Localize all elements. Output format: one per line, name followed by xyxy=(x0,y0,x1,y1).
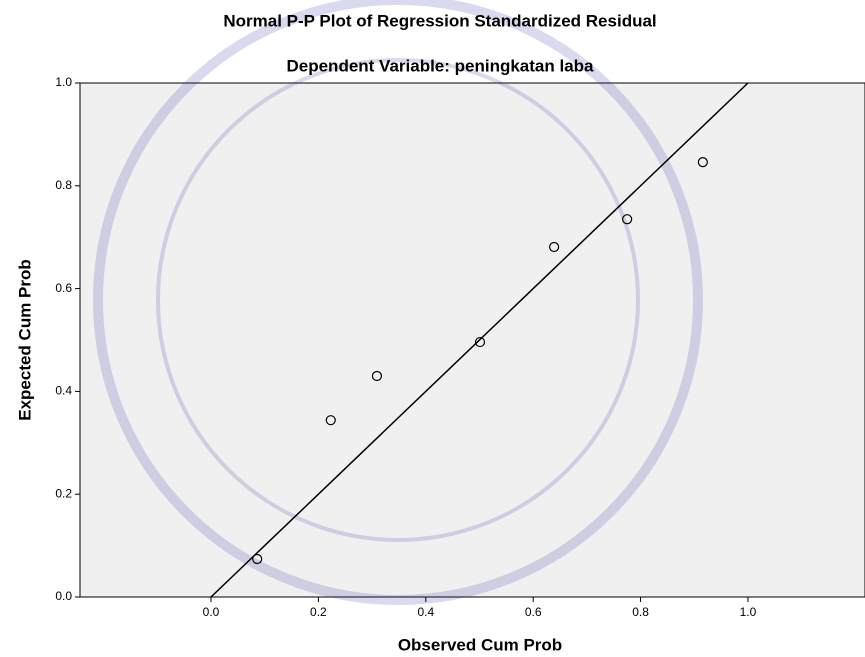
y-tick-label: 0.8 xyxy=(55,178,72,192)
x-tick-label: 1.0 xyxy=(740,605,757,619)
x-tick-label: 0.6 xyxy=(525,605,542,619)
y-tick-label: 0.2 xyxy=(55,486,72,500)
y-tick-label: 0.0 xyxy=(55,589,72,603)
y-tick-label: 0.6 xyxy=(55,281,72,295)
x-axis-label: Observed Cum Prob xyxy=(398,635,562,654)
y-tick-label: 0.4 xyxy=(55,384,72,398)
y-axis-label: Expected Cum Prob xyxy=(15,259,34,421)
x-tick-label: 0.0 xyxy=(203,605,220,619)
x-tick-label: 0.8 xyxy=(632,605,649,619)
chart-title: Normal P-P Plot of Regression Standardiz… xyxy=(223,11,656,30)
y-tick-label: 1.0 xyxy=(55,75,72,89)
x-tick-label: 0.4 xyxy=(417,605,434,619)
chart: Normal P-P Plot of Regression Standardiz… xyxy=(0,0,865,657)
x-tick-label: 0.2 xyxy=(310,605,327,619)
chart-subtitle: Dependent Variable: peningkatan laba xyxy=(286,56,594,75)
